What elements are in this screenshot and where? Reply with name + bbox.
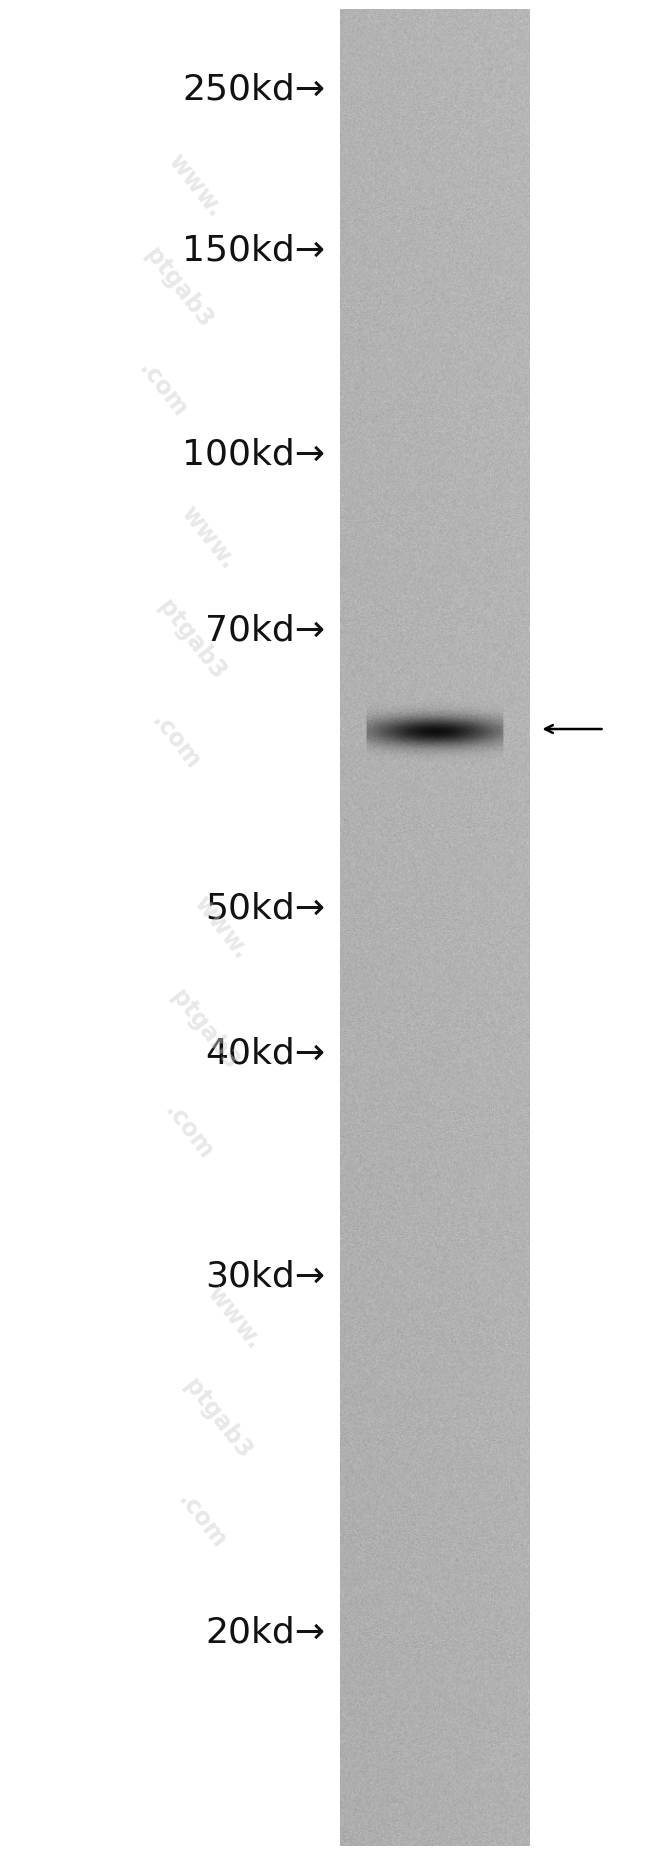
Text: .com: .com: [159, 1098, 218, 1165]
Text: 30kd→: 30kd→: [205, 1260, 325, 1293]
Text: www.: www.: [189, 892, 253, 963]
Text: .com: .com: [172, 1488, 231, 1554]
Text: 100kd→: 100kd→: [182, 438, 325, 471]
Text: 150kd→: 150kd→: [182, 234, 325, 267]
Text: .com: .com: [146, 709, 205, 775]
Text: www.: www.: [176, 503, 240, 573]
Text: 40kd→: 40kd→: [205, 1037, 325, 1070]
Text: ptgab3: ptgab3: [179, 1375, 256, 1464]
Text: ptgab3: ptgab3: [153, 595, 230, 684]
Text: 50kd→: 50kd→: [205, 892, 325, 926]
Text: .com: .com: [133, 356, 192, 423]
Text: 20kd→: 20kd→: [205, 1616, 325, 1649]
Text: 70kd→: 70kd→: [205, 614, 325, 647]
Text: 250kd→: 250kd→: [182, 72, 325, 106]
Text: ptgab3: ptgab3: [166, 985, 243, 1074]
Text: www.: www.: [163, 150, 227, 221]
Text: www.: www.: [202, 1282, 266, 1352]
Text: ptgab3: ptgab3: [140, 243, 217, 332]
